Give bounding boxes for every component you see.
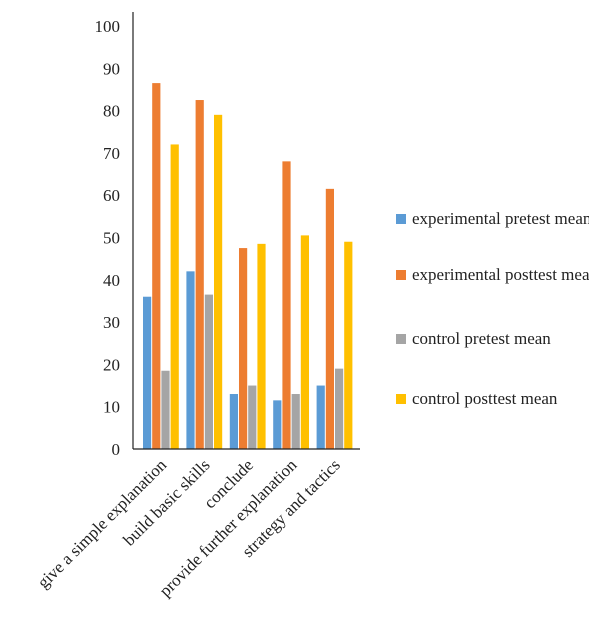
y-tick-label: 70 — [103, 144, 120, 163]
bar-control-posttest-mean-2 — [257, 243, 266, 449]
y-tick-label: 60 — [103, 186, 120, 205]
legend-label: control pretest mean — [412, 329, 551, 348]
bar-control-posttest-mean-4 — [344, 241, 353, 449]
bar-experimental-pretest-mean-0 — [143, 296, 152, 449]
y-tick-label: 50 — [103, 229, 120, 248]
legend-item: control pretest mean — [396, 328, 589, 350]
y-tick-label: 100 — [95, 17, 121, 36]
y-tick-label: 40 — [103, 271, 120, 290]
legend-label: experimental pretest mean — [412, 209, 589, 228]
legend-swatch — [396, 334, 406, 344]
legend-swatch — [396, 270, 406, 280]
y-tick-label: 10 — [103, 398, 120, 417]
y-axis-tick-labels: 0 10 20 30 40 50 60 70 80 90 100 — [95, 17, 121, 459]
bar-control-pretest-mean-2 — [248, 385, 257, 449]
bar-control-pretest-mean-0 — [161, 370, 170, 449]
bar-experimental-pretest-mean-1 — [186, 271, 195, 449]
y-tick-label: 20 — [103, 355, 120, 374]
legend-item: experimental pretest mean — [396, 208, 589, 230]
bar-experimental-posttest-mean-4 — [325, 188, 334, 450]
bar-control-posttest-mean-3 — [300, 235, 309, 449]
y-tick-label: 0 — [112, 440, 121, 459]
legend-item: control posttest mean — [396, 388, 589, 410]
bar-experimental-posttest-mean-1 — [195, 100, 204, 450]
bar-experimental-pretest-mean-3 — [273, 400, 282, 449]
bar-control-pretest-mean-4 — [335, 368, 344, 449]
legend-item: experimental posttest mean — [396, 264, 589, 286]
bar-control-posttest-mean-1 — [214, 114, 223, 449]
legend-swatch — [396, 214, 406, 224]
bar-control-pretest-mean-1 — [204, 294, 213, 449]
bar-experimental-posttest-mean-3 — [282, 161, 291, 450]
bar-experimental-pretest-mean-2 — [229, 394, 238, 449]
bar-control-posttest-mean-0 — [170, 144, 179, 449]
legend-swatch — [396, 394, 406, 404]
bar-experimental-posttest-mean-0 — [152, 83, 161, 449]
bar-experimental-pretest-mean-4 — [316, 385, 325, 449]
bar-experimental-posttest-mean-2 — [239, 248, 248, 449]
legend-label: experimental posttest mean — [412, 265, 589, 284]
y-tick-label: 80 — [103, 102, 120, 121]
y-tick-label: 90 — [103, 59, 120, 78]
legend-label: control posttest mean — [412, 389, 558, 408]
bar-series-group — [143, 83, 353, 450]
y-tick-label: 30 — [103, 313, 120, 332]
bar-control-pretest-mean-3 — [291, 394, 300, 449]
